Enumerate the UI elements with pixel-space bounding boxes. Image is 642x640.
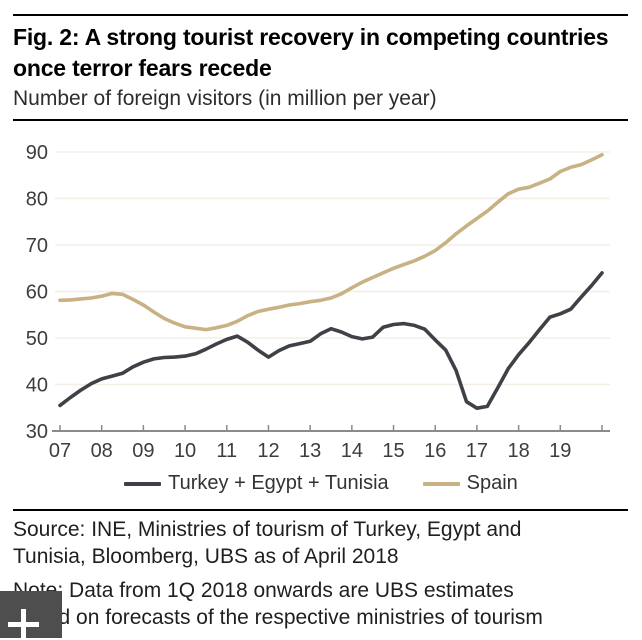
x-axis-label-13: 13 [299,440,321,462]
y-axis-label-80: 80 [26,189,48,211]
note-text: Note: Data from 1Q 2018 onwards are UBS … [13,577,629,632]
note-line-1: Note: Data from 1Q 2018 onwards are UBS … [13,579,514,602]
y-axis-label-90: 90 [26,142,48,164]
x-axis-label-17: 17 [466,440,488,462]
x-axis-label-07: 07 [49,440,71,462]
series-line-spain [58,152,604,332]
y-axis-label-30: 30 [26,421,48,443]
x-axis-label-19: 19 [549,440,571,462]
plus-crosshair-icon [0,591,62,638]
legend-label-spain: Spain [466,472,518,494]
legend: Turkey + Egypt + Tunisia Spain [0,472,642,495]
y-axis-label-50: 50 [26,328,48,350]
source-line-2: Tunisia, Bloomberg, UBS as of April 2018 [13,545,399,569]
footer-divider [13,509,628,511]
series-line-turkey-egypt-tunisia [58,271,604,411]
source-line-1: Source: INE, Ministries of tourism of Tu… [13,518,522,541]
legend-swatch-turkey-egypt-tunisia [124,481,162,486]
y-axis-label-40: 40 [26,375,48,397]
line-chart: 30 40 50 60 70 80 90 07 08 09 10 11 12 13 14 15 16 17 18 19 [26,142,610,462]
x-axis-label-08: 08 [91,440,113,462]
legend-label-turkey-egypt-tunisia: Turkey + Egypt + Tunisia [168,472,389,494]
legend-item-spain: Spain [422,472,518,495]
zoom-cursor-overlay [0,591,62,638]
legend-swatch-spain [422,481,460,486]
x-axis-label-18: 18 [507,440,529,462]
note-line-2: based on forecasts of the respective min… [13,606,543,630]
title-divider [13,119,628,121]
y-axis-label-70: 70 [26,235,48,257]
y-axis-label-60: 60 [26,282,48,304]
x-axis-label-14: 14 [341,440,363,462]
x-axis-label-15: 15 [382,440,404,462]
source-text: Source: INE, Ministries of tourism of Tu… [13,516,629,571]
x-axis-label-09: 09 [132,440,154,462]
top-rule [13,14,628,16]
x-axis-label-11: 11 [216,440,237,462]
x-axis-label-10: 10 [174,440,196,462]
figure-title: Fig. 2: A strong tourist recovery in com… [13,24,609,81]
plus-vertical-bar [21,609,26,638]
x-axis-label-16: 16 [424,440,446,462]
legend-item-turkey-egypt-tunisia: Turkey + Egypt + Tunisia [124,472,389,495]
figure-subtitle: Number of foreign visitors (in million p… [13,87,437,110]
x-axis-label-12: 12 [257,440,279,462]
